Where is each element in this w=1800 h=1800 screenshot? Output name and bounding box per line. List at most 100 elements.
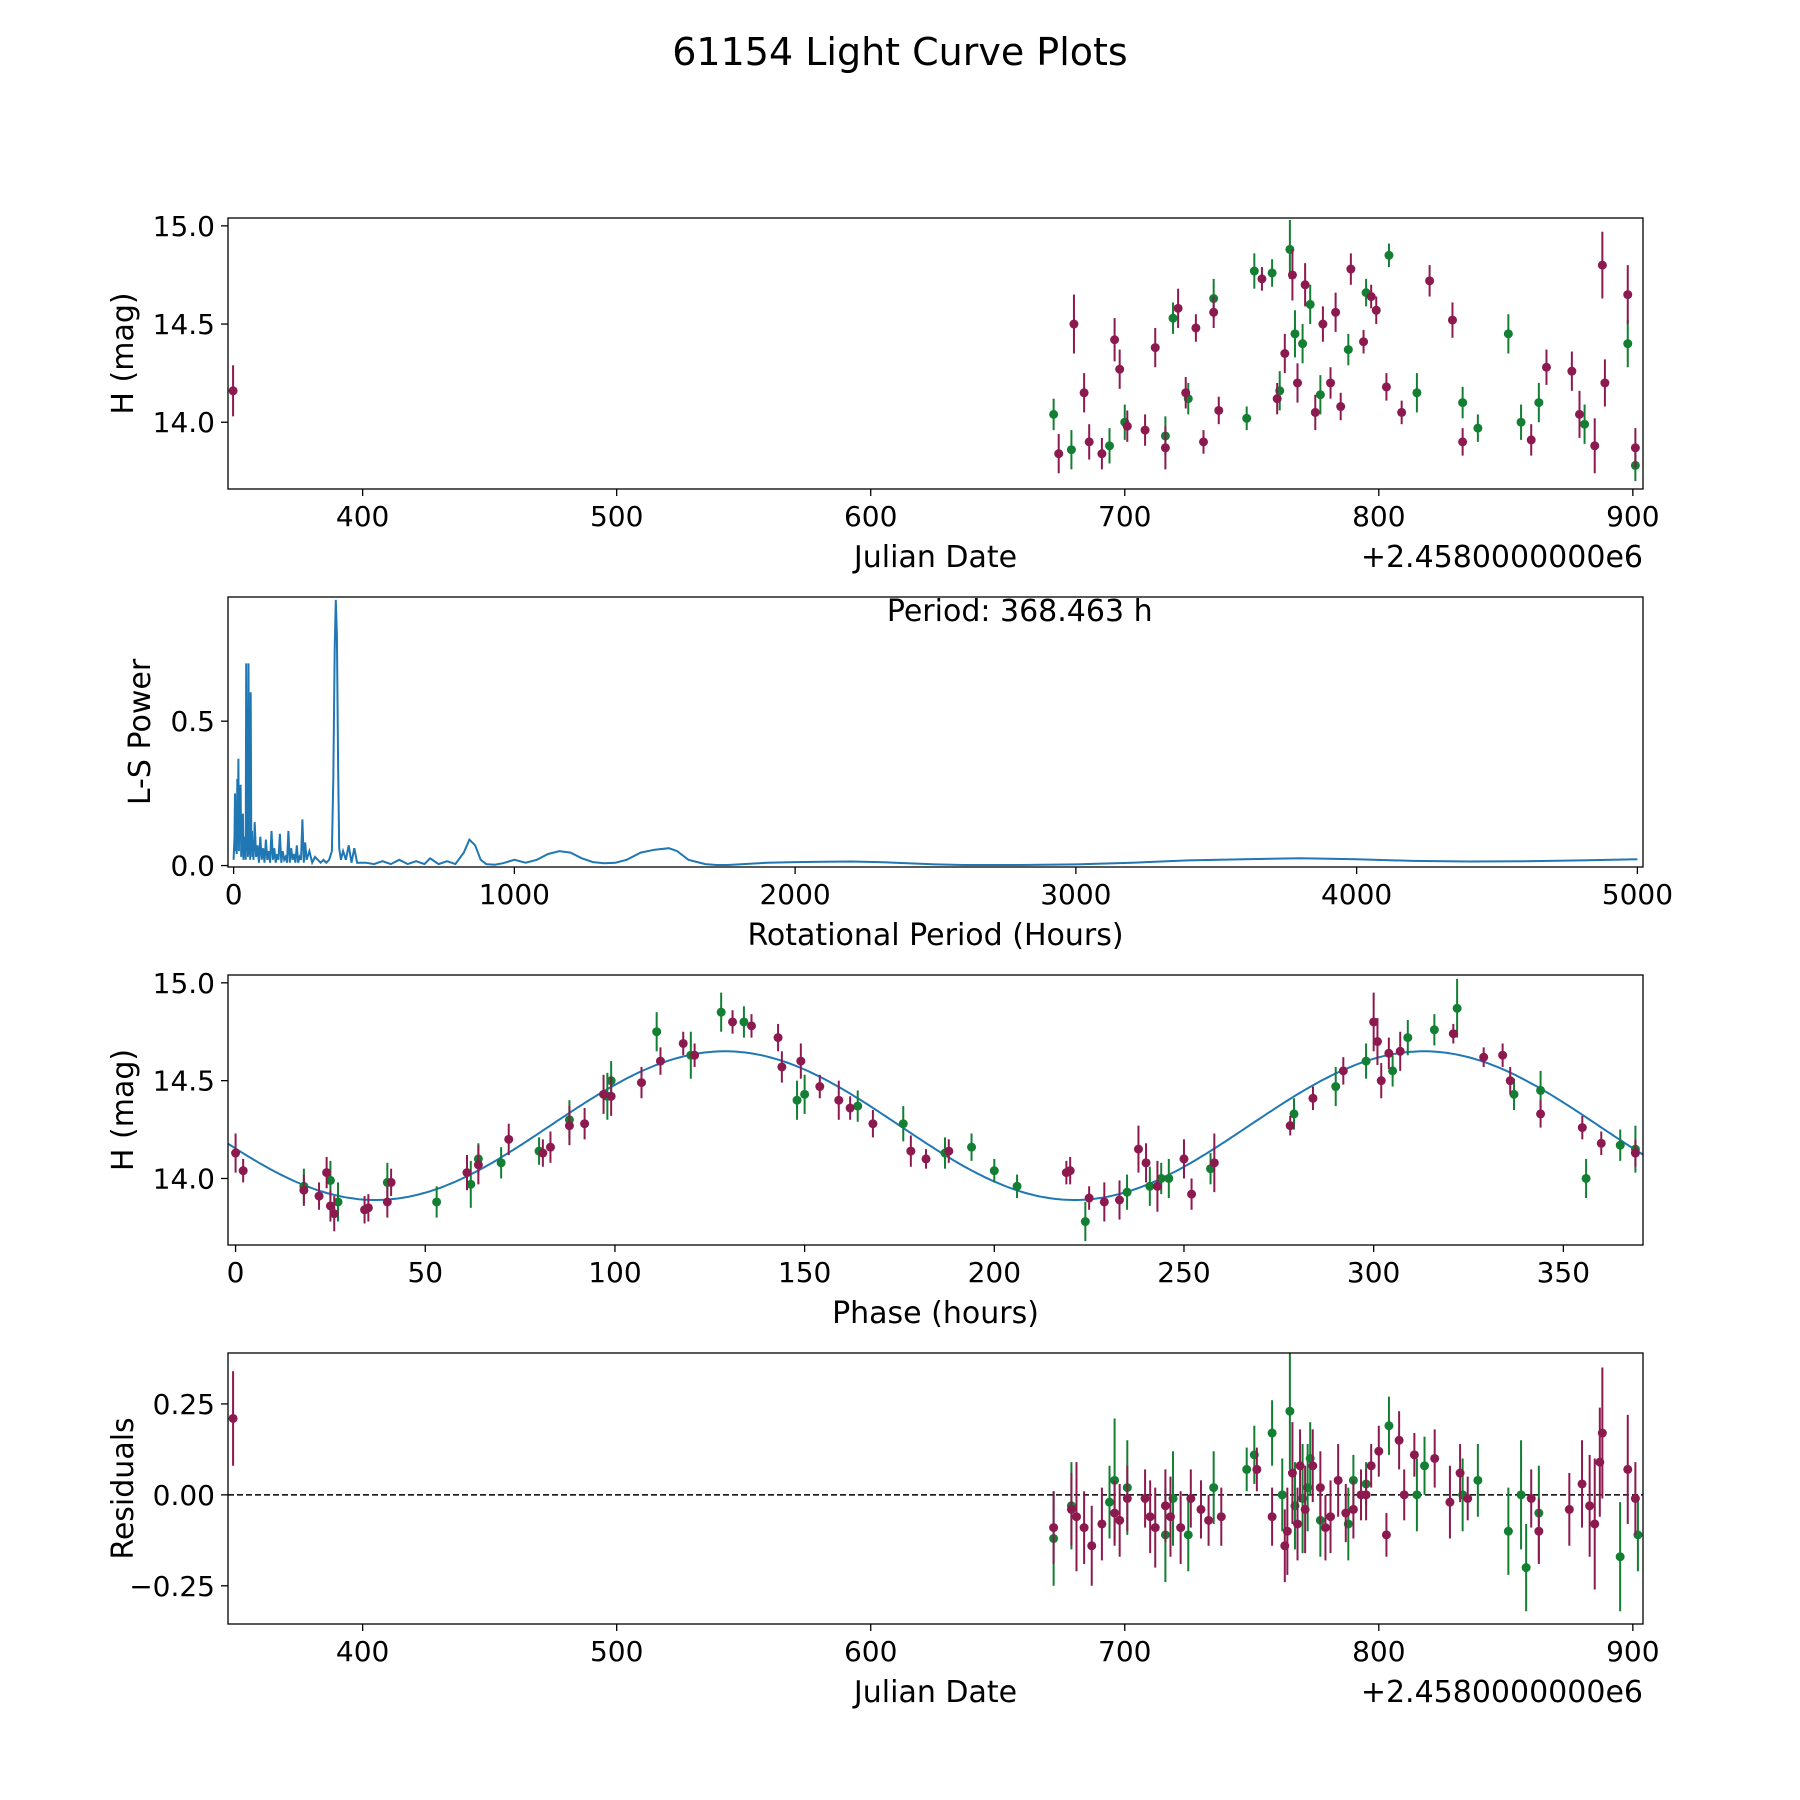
residuals-data-point [1315,1483,1325,1493]
periodogram-plot-area [232,599,1638,866]
phased-data-point [1152,1181,1162,1191]
lightcurve-data-point [1214,405,1224,415]
lightcurve-data-point [1526,435,1536,445]
phased-data-point [1080,1217,1090,1227]
lightcurve-frame [227,217,1644,490]
residuals-data-point [1160,1501,1170,1511]
lightcurve-plot-area [228,219,1640,482]
phased-data-point [314,1191,324,1201]
phased-data-point [944,1146,954,1156]
lightcurve-data-point [1305,299,1315,309]
phased-data-point [652,1027,662,1037]
phased-data-point [1498,1050,1508,1060]
phased-data-point [1145,1181,1155,1191]
lightcurve-data-point [1173,303,1183,313]
lightcurve-data-point [1209,307,1219,317]
phased-data-point [329,1209,339,1219]
periodogram-y-tick-label: 0.5 [170,705,215,738]
phased-x-tick-label: 50 [407,1256,443,1289]
phased-data-point [382,1197,392,1207]
residuals-data-point [1176,1523,1186,1533]
lightcurve-data-point [1191,323,1201,333]
lightcurve-x-tick-label: 800 [1352,500,1405,533]
residuals-data-point [1242,1464,1252,1474]
phased-data-point [1384,1048,1394,1058]
phased-data-point [1596,1138,1606,1148]
lightcurve-data-point [1381,382,1391,392]
residuals-data-point [1267,1428,1277,1438]
lightcurve-data-point [1249,266,1259,276]
phased-data-point [1133,1144,1143,1154]
phased-data-point [967,1142,977,1152]
phased-data-point [299,1185,309,1195]
phased-data-point [1448,1029,1458,1039]
residuals-x-tick-label: 800 [1352,1635,1405,1668]
phased-data-point [504,1134,514,1144]
phased-y-tick-label: 15.0 [153,967,215,1000]
residuals-data-point [1320,1523,1330,1533]
lightcurve-data-point [1326,378,1336,388]
lightcurve-data-point [1181,388,1191,398]
residuals-data-point [1445,1497,1455,1507]
residuals-x-tick-label: 500 [590,1635,643,1668]
phased-data-point [432,1197,442,1207]
phased-data-point [1308,1093,1318,1103]
phased-data-point [333,1197,343,1207]
residuals-x-tick-label: 600 [844,1635,897,1668]
residuals-data-point [1300,1504,1310,1514]
lightcurve-data-point [1580,419,1590,429]
phased-data-point [496,1158,506,1168]
lightcurve-data-point [1412,388,1422,398]
residuals-x-tick-label: 400 [336,1635,389,1668]
lightcurve-data-point [1371,305,1381,315]
phased-data-point [777,1062,787,1072]
lightcurve-x-tick-label: 900 [1606,500,1659,533]
phased-data-point [796,1056,806,1066]
lightcurve-x-tick-label: 500 [590,500,643,533]
residuals-data-point [1079,1523,1089,1533]
residuals-data-point [1409,1450,1419,1460]
lightcurve-y-tick-label: 15.0 [153,210,215,243]
residuals-data-point [1209,1483,1219,1493]
phased-data-point [845,1103,855,1113]
phased-x-tick-label: 300 [1347,1256,1400,1289]
lightcurve-data-point [1623,339,1633,349]
phased-x-tick-label: 200 [968,1256,1021,1289]
phased-data-point [1209,1158,1219,1168]
residuals-data-point [1285,1406,1295,1416]
phased-data-point [792,1095,802,1105]
phased-data-point [853,1101,863,1111]
lightcurve-data-point [1267,268,1277,278]
lightcurve-y-axis-label: H (mag) [106,292,141,414]
residuals-data-point [1577,1479,1587,1489]
residuals-data-point [1110,1508,1120,1518]
phased-x-tick-label: 250 [1157,1256,1210,1289]
residuals-y-tick-label: 0.25 [153,1388,215,1421]
phased-data-point [1581,1173,1591,1183]
residuals-data-point [1282,1526,1292,1536]
residuals-plot-area [228,1353,1643,1612]
residuals-data-point [1516,1490,1526,1500]
lightcurve-data-point [1458,398,1468,408]
lightcurve-data-point [1447,315,1457,325]
periodogram-x-axis-label: Rotational Period (Hours) [747,918,1123,953]
phased-plot-area [228,978,1643,1242]
phased-data-point [834,1095,844,1105]
lightcurve-data-point [1079,388,1089,398]
phased-data-point [606,1091,616,1101]
residuals-data-point [1534,1526,1544,1536]
phased-x-tick-label: 150 [778,1256,831,1289]
phased-data-point [363,1203,373,1213]
lightcurve-data-point [1300,280,1310,290]
phased-data-point [1331,1082,1341,1092]
lightcurve-offset-label: +2.4580000000e6 [1361,540,1643,575]
residuals-data-point [1252,1464,1262,1474]
lightcurve-data-point [1069,319,1079,329]
residuals-x-tick-label: 900 [1606,1635,1659,1668]
lightcurve-data-point [1110,335,1120,345]
phased-data-point [800,1089,810,1099]
residuals-data-point [1277,1490,1287,1500]
phased-y-tick-label: 14.0 [153,1162,215,1195]
residuals-data-point [1630,1494,1640,1504]
